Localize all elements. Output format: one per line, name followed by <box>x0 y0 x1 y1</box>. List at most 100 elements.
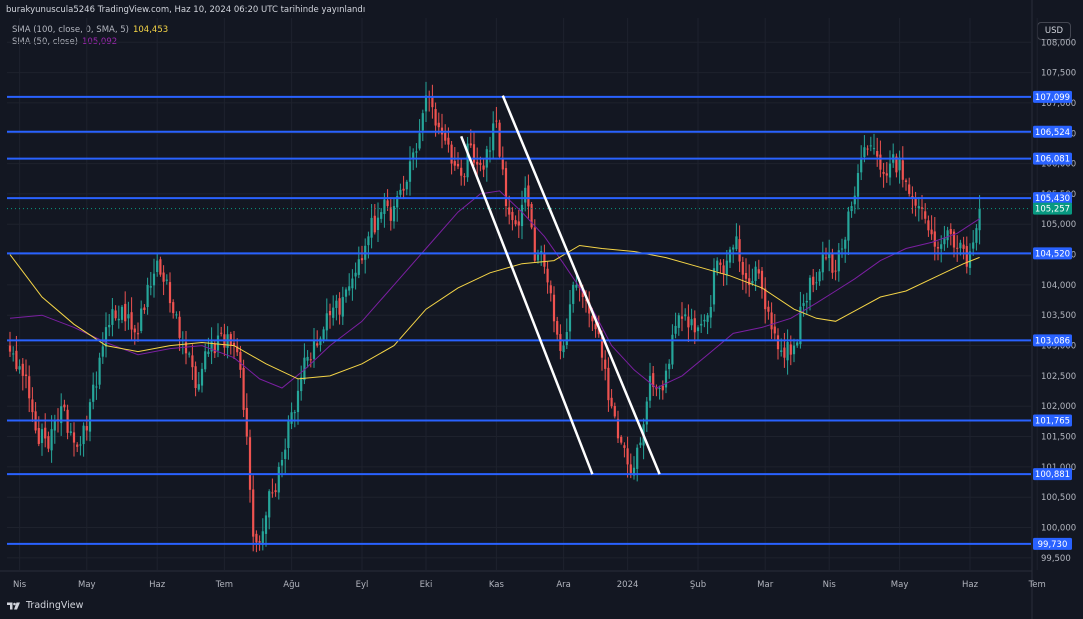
candle <box>421 109 424 142</box>
time-axis[interactable]: Nis May Haz Tem Ağu Eyl Eki Kas Ara 2024 Şub Mar Nis… <box>13 580 1046 590</box>
candle <box>424 81 428 122</box>
candle-body <box>882 171 885 174</box>
candle <box>540 245 543 266</box>
candle <box>671 324 674 369</box>
candle <box>904 178 908 191</box>
candle <box>744 258 748 294</box>
candle <box>328 303 332 329</box>
candle-body <box>248 437 252 490</box>
candle <box>108 313 111 337</box>
candle <box>338 292 341 325</box>
candle <box>373 204 376 235</box>
horizontal-levels[interactable] <box>7 95 1031 545</box>
trend-channel[interactable] <box>460 95 661 475</box>
candle <box>684 308 687 321</box>
candle <box>284 438 287 474</box>
candle <box>735 223 738 252</box>
candle-body <box>82 425 85 445</box>
candle <box>111 297 114 337</box>
candle <box>770 302 773 339</box>
candle-body <box>930 229 933 235</box>
candle-body <box>104 327 108 347</box>
candle-body <box>162 272 165 282</box>
candle-body <box>156 260 159 273</box>
candle-body <box>504 168 508 207</box>
candle-body <box>274 490 277 493</box>
candle <box>972 230 975 256</box>
candle-body <box>802 303 805 306</box>
candle <box>34 402 37 434</box>
candle <box>482 158 485 178</box>
candle-body <box>412 152 415 160</box>
candle <box>101 332 104 364</box>
price-tick-label: 107,000 <box>1041 99 1076 109</box>
candle <box>271 478 274 498</box>
candle-body <box>172 302 175 314</box>
candle-body <box>120 306 124 320</box>
candle <box>261 518 264 551</box>
candle <box>655 384 658 397</box>
candle-body <box>620 436 623 443</box>
price-tick-label: 101,000 <box>1041 463 1076 473</box>
candle-body <box>831 253 834 273</box>
candle <box>92 372 95 410</box>
candle-body <box>757 269 760 274</box>
time-tick-label: Tem <box>215 580 233 590</box>
candle-body <box>460 167 463 176</box>
candle <box>210 327 213 365</box>
candle-body <box>175 314 178 316</box>
candle-body <box>828 253 831 259</box>
candle <box>690 308 693 331</box>
candle-body <box>437 122 440 128</box>
candle <box>604 350 607 381</box>
candle-body <box>194 366 197 389</box>
candle <box>325 298 328 341</box>
candle-body <box>261 531 264 545</box>
trend-line[interactable] <box>460 135 594 475</box>
price-tick-label: 99,500 <box>1041 554 1071 564</box>
candle-body <box>482 165 485 170</box>
candle <box>844 236 847 263</box>
trend-line[interactable] <box>501 95 661 475</box>
candle <box>812 268 815 293</box>
tradingview-brand[interactable]: TradingView <box>7 600 83 611</box>
candle-body <box>613 406 616 417</box>
candle-body <box>559 334 562 351</box>
level-price-tag-text: 105,430 <box>1035 194 1070 204</box>
candle-body <box>751 281 754 284</box>
candle <box>680 302 684 332</box>
candle-body <box>268 491 271 518</box>
candle <box>799 291 802 349</box>
candle-body <box>143 307 146 311</box>
candle-body <box>786 342 789 361</box>
price-tick-label: 100,500 <box>1041 493 1076 503</box>
candle-body <box>165 279 168 281</box>
candle-body <box>658 388 661 390</box>
candle <box>501 146 504 176</box>
candle-body <box>959 242 962 249</box>
candle <box>719 259 722 274</box>
candle-body <box>869 145 872 147</box>
candle <box>901 146 904 188</box>
candles <box>8 81 981 553</box>
candle-body <box>693 318 696 333</box>
candle-body <box>581 290 584 298</box>
candle <box>82 422 85 457</box>
candle <box>306 350 309 368</box>
candle-body <box>40 429 44 444</box>
candle-body <box>876 151 879 157</box>
price-axis[interactable]: 99,500 100,000 100,500 101,000 101,500 102,00… <box>1041 38 1076 564</box>
candle <box>95 371 98 400</box>
candle-body <box>898 157 901 171</box>
candle <box>472 131 476 166</box>
candle-body <box>472 144 476 163</box>
sma100-legend-row[interactable]: SMA (100, close, 0, SMA, 5) 104,453 <box>12 24 168 36</box>
candle-body <box>47 436 50 449</box>
candle <box>175 311 178 319</box>
candle-body <box>732 247 735 250</box>
candle <box>562 340 565 358</box>
candle <box>968 243 972 276</box>
last-price-tag-text: 105,257 <box>1035 205 1070 215</box>
candle-body <box>98 357 101 385</box>
